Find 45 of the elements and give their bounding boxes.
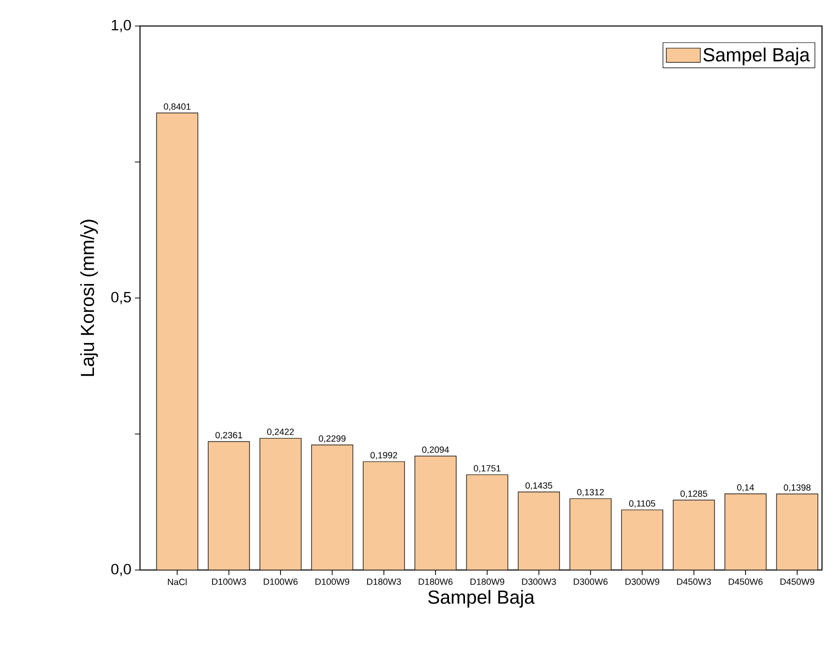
y-tick-label: 0,5: [111, 292, 131, 304]
x-tick-label: D300W6: [574, 578, 608, 585]
x-tick-label: D300W3: [522, 578, 556, 585]
x-tick-label: D180W6: [418, 578, 453, 585]
bar: [466, 474, 508, 570]
data-label: 0,1105: [629, 500, 656, 508]
x-tick-label: D300W9: [626, 578, 660, 585]
x-tick-label: D100W3: [212, 578, 246, 585]
data-label: 0,1751: [474, 465, 500, 473]
y-tick-label: 1,0: [112, 20, 131, 32]
data-label: 0,8401: [164, 103, 190, 111]
bar: [724, 494, 766, 570]
data-label: 0,1398: [784, 484, 811, 492]
y-axis-title: Laju Korosi (mm/y): [80, 220, 98, 376]
y-tick-label: 0,0: [111, 564, 131, 576]
bar: [208, 442, 250, 570]
bar: [622, 510, 663, 570]
x-tick-label: D450W3: [677, 578, 711, 585]
x-axis-title: Sampel Baja: [428, 590, 535, 608]
data-label: 0,1435: [526, 482, 552, 490]
legend-label: Sampel Baja: [703, 48, 810, 66]
bar: [414, 456, 456, 570]
data-label: 0,2361: [216, 432, 242, 440]
data-label: 0,1992: [370, 452, 398, 460]
x-tick-label: D450W6: [728, 578, 763, 585]
bar: [776, 494, 818, 570]
bar: [570, 498, 612, 570]
data-label: 0,1285: [680, 490, 708, 498]
x-tick-label: D450W9: [780, 578, 814, 585]
data-label: 0,2299: [318, 435, 346, 443]
bar: [260, 438, 302, 570]
bar: [312, 444, 353, 570]
bar: [673, 500, 715, 570]
data-label: 0,2094: [422, 446, 449, 454]
bar: [156, 112, 198, 570]
bar: [363, 462, 405, 570]
x-tick-label: D100W6: [264, 578, 298, 585]
x-tick-label: D180W9: [470, 578, 504, 585]
data-label: 0,1312: [577, 489, 604, 496]
bar: [518, 492, 560, 570]
data-label: 0,14: [737, 484, 754, 492]
x-tick-label: NaCl: [168, 578, 187, 586]
x-tick-label: D100W9: [315, 578, 350, 585]
x-tick-label: D180W3: [367, 578, 401, 585]
data-label: 0,2422: [267, 428, 294, 436]
